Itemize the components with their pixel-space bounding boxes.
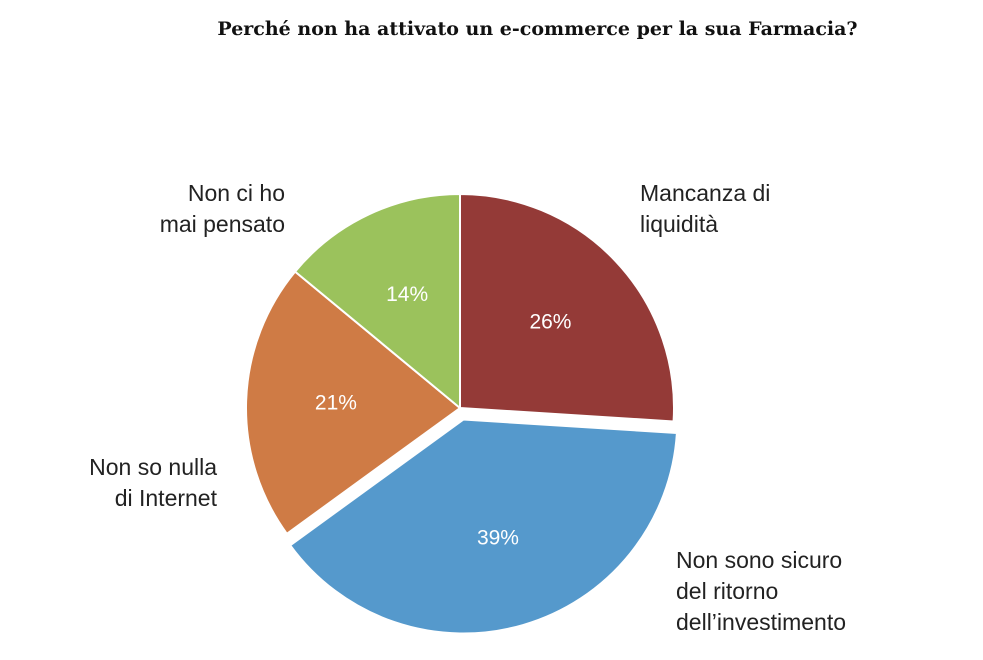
pie-slice-value-0: 26% [529, 311, 571, 334]
pie-slice-1 [288, 418, 678, 635]
pie-slice-value-3: 14% [386, 283, 428, 306]
slice-label-mai-pensato: Non ci ho mai pensato [159, 180, 285, 237]
pie-slice-2 [245, 270, 462, 536]
chart-title: Perché non ha attivato un e-commerce per… [217, 18, 858, 40]
pie-slice-0 [459, 192, 675, 423]
pie-slice-value-1: 39% [477, 526, 519, 549]
slice-label-non-sicuro: Non sono sicuro del ritorno dell’investi… [676, 547, 847, 635]
slice-label-mancanza: Mancanza di liquidità [640, 180, 771, 237]
pie-slice-value-2: 21% [315, 392, 357, 415]
pie-slice-3 [293, 192, 461, 411]
slice-label-internet: Non so nulla di Internet [89, 454, 217, 511]
